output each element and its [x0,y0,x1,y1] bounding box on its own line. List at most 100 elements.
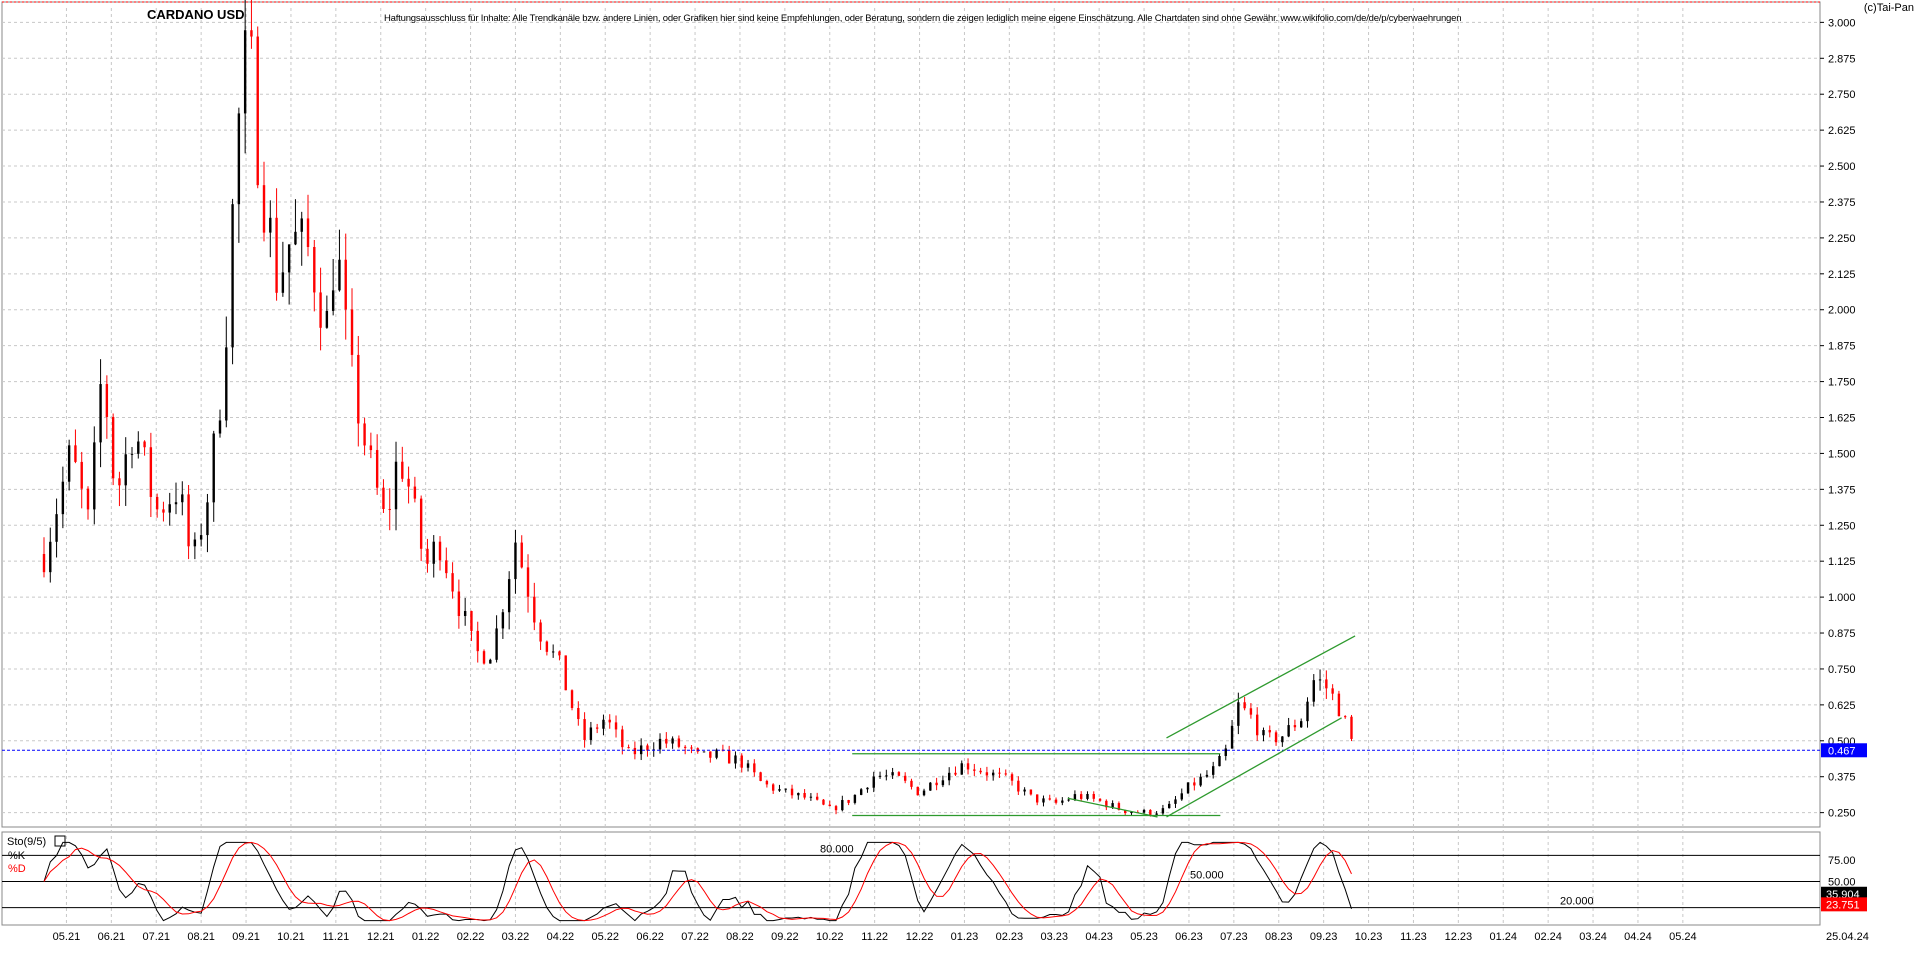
chart-title: CARDANO USD [147,7,245,22]
candle-body [1061,800,1064,803]
candle-body [765,780,769,785]
x-tick-label: 07.23 [1220,931,1248,943]
stoch-level-label: 50.000 [1190,870,1224,882]
candle-body [1193,782,1196,786]
candle-body [1073,794,1077,800]
candle-body [331,290,335,311]
x-tick-label: 12.22 [906,931,934,943]
candle-body [394,461,398,510]
x-tick-label: 09.23 [1310,931,1338,943]
candle-body [1350,716,1353,739]
stoch-d-legend: %D [8,863,26,875]
candle-body [897,772,901,776]
candle-body [1130,812,1133,814]
candle-body [671,738,674,744]
candle-body [1023,789,1026,792]
y-tick-label: 2.750 [1828,89,1856,101]
candle-body [501,612,505,629]
candle-body [212,433,215,503]
trend-line [1166,635,1356,739]
candle-body [93,442,96,510]
y-tick-label: 0.625 [1828,700,1856,712]
candle-body [526,567,530,597]
candle-body [690,747,693,749]
candle-body [476,630,479,652]
candle-body [451,573,454,592]
candle-body [80,461,83,489]
candle-body [124,454,127,486]
candle-body [187,494,190,547]
x-tick-label: 04.24 [1624,931,1652,943]
candle-body [1268,730,1271,733]
candle-body [1255,714,1259,736]
candle-body [432,541,435,564]
candle-body [885,775,888,777]
candle-body [137,441,140,454]
candle-body [627,747,630,749]
candle-body [1224,748,1227,756]
x-tick-label: 08.23 [1265,931,1293,943]
candle-body [551,651,555,653]
candle-body [130,453,134,455]
x-tick-label: 02.22 [457,931,485,943]
candle-body [545,641,549,652]
stochastic-panel: Sto(9/5) %K%D 80.000 50.000 20.000 [2,835,1820,922]
stoch-level-label: 80.000 [820,843,854,855]
candle-body [1029,789,1033,795]
x-tick-label: 01.24 [1489,931,1517,943]
y-tick-label: 1.875 [1828,341,1856,353]
x-tick-label: 06.21 [98,931,126,943]
x-tick-label: 08.22 [726,931,754,943]
candle-body [313,246,316,293]
candle-body [564,655,567,691]
candle-body [1117,803,1121,810]
x-tick-label: 07.22 [681,931,709,943]
candle-body [174,502,178,505]
x-end-label: 25.04.24 [1826,931,1869,943]
candle-body [903,775,907,781]
candle-body [583,719,586,740]
x-tick-label: 10.21 [277,931,305,943]
candle-body [715,749,718,758]
candle-body [250,30,253,37]
candle-body [1079,794,1083,799]
candle-body [935,782,938,786]
candle-body [1123,809,1127,814]
x-tick-label: 05.24 [1669,931,1697,943]
y-tick-label: 0.750 [1828,664,1856,676]
candle-body [262,185,266,233]
candle-body [1098,798,1102,801]
candle-body [1161,808,1165,814]
candle-body [401,461,404,479]
candle-body [941,780,945,786]
candle-body [979,770,982,773]
stoch-d-value-label: 23.751 [1826,899,1860,911]
y-tick-label: 2.500 [1828,161,1856,173]
y-tick-label: 1.625 [1828,413,1856,425]
candle-body [771,784,775,791]
candle-body [809,796,813,798]
candle-body [740,755,743,768]
axes: 3.000 2.875 2.750 2.625 2.500 2.375 2.250 2.125… [53,17,1869,943]
candle-body [1149,809,1152,815]
candle-body [533,596,536,623]
candle-body [61,481,65,515]
candle-body [1067,799,1070,801]
candle-body [1237,702,1240,726]
candle-body [218,420,222,434]
candle-body [1017,780,1020,792]
trend-line [1166,717,1342,818]
candle-body [143,441,146,448]
candle-body [1199,776,1202,786]
candle-body [803,792,806,798]
stoch-panel-frame [1,831,1821,926]
candle-body [929,782,932,791]
candle-body [1318,679,1322,681]
candle-body [1205,774,1209,777]
candle-body [778,789,781,791]
candle-body [734,755,737,764]
candle-body [947,772,951,781]
stoch-y-tick-label: 50.00 [1828,877,1856,889]
candle-body [1300,721,1303,728]
candle-body [1312,680,1315,702]
